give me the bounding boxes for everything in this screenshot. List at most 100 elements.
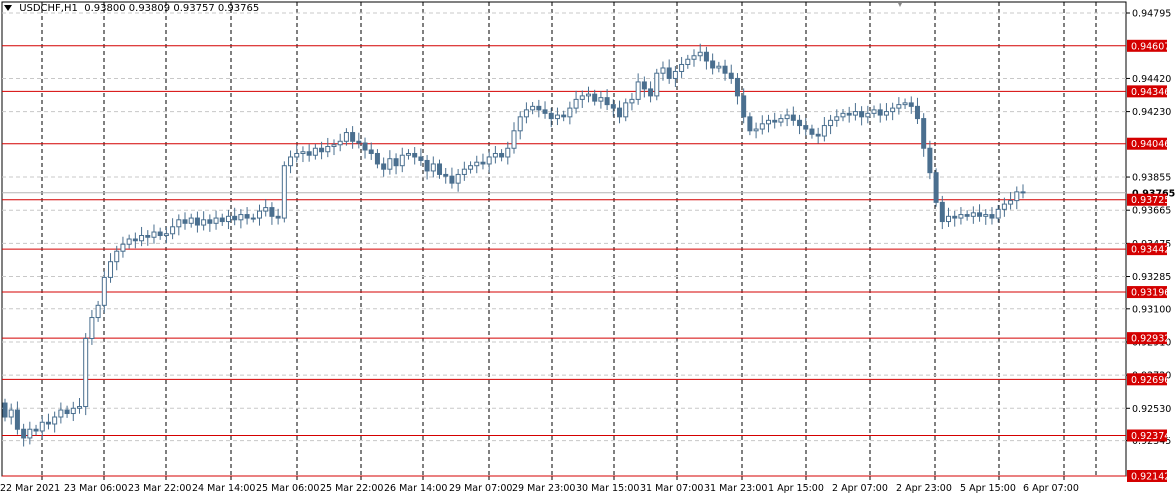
candle-body [114,250,120,263]
candle-body [219,217,225,223]
candle-body [2,402,8,418]
chart-high: 0.93809 [128,3,171,14]
candle-body [325,146,331,153]
candle-body [970,212,976,217]
candle-body [548,112,554,120]
candle-body [952,215,958,219]
candle-body [1001,203,1007,210]
candle-body [39,421,45,432]
candle-body [449,175,455,184]
chart-low: 0.93757 [173,3,215,14]
candle-body [617,107,623,118]
level-label: 0.94346 [1131,87,1170,98]
y-tick-label: 0.92345 [1132,436,1171,447]
x-tick-label: 22 Mar 2021 [0,483,60,494]
candle-body [840,112,846,118]
candle-body [393,158,399,167]
y-tick-label: 0.93855 [1132,173,1171,184]
y-tick-label: 0.94795 [1132,9,1171,20]
x-tick-label: 2 Apr 07:00 [832,483,888,494]
candle-body [381,163,387,170]
candle-body [95,304,101,319]
candle-body [399,154,405,167]
level-label: 0.92932 [1131,334,1170,345]
candle-body [902,102,908,106]
candle-body [710,60,716,69]
candle-body [244,214,250,219]
candle-body [598,97,604,102]
candle-body [989,214,995,219]
candle-body [437,163,443,175]
candle-body [697,51,703,57]
plot-frame [1,1,1127,477]
candle-body [828,119,834,127]
candle-body [946,215,952,223]
candle-body [468,165,474,170]
candle-body [269,207,275,217]
level-label: 0.92142 [1131,472,1170,483]
candle-body [151,231,157,238]
candle-body [983,214,989,217]
candle-body [45,421,51,425]
candle-body [939,201,945,223]
candle-body [145,235,151,238]
candle-body [784,114,790,120]
candle-body [1008,200,1014,205]
candle-body [933,172,939,203]
x-tick-label: 1 Apr 15:00 [768,483,824,494]
x-tick-label: 25 Mar 06:00 [256,483,319,494]
level-label-box [1127,193,1167,206]
candle-body [455,173,461,184]
y-tick-label: 0.93100 [1132,304,1171,315]
level-label: 0.92374 [1131,431,1170,442]
candle-body [101,276,107,306]
candle-body [691,55,697,60]
x-tick-label: 30 Mar 15:00 [576,483,639,494]
candle-body [294,152,300,158]
candle-body [356,140,362,144]
candle-body [1020,191,1026,194]
candle-body [170,226,176,235]
x-tick-label: 2 Apr 23:00 [896,483,952,494]
x-tick-label: 25 Mar 22:00 [320,483,383,494]
candle-body [803,125,809,130]
level-label-box [1127,470,1167,482]
candle-body [722,65,728,74]
candle-body [561,114,567,118]
candle-body [772,119,778,123]
dropdown-triangle-icon[interactable] [4,5,12,11]
candle-body [21,428,27,439]
candle-body [623,102,629,118]
candle-body [542,109,548,114]
candle-body [797,119,803,127]
candle-body [126,238,132,245]
candle-body [194,217,200,226]
candle-body [1014,191,1020,202]
y-tick-label: 0.92530 [1132,404,1171,415]
level-label-box [1127,85,1167,98]
candle-body [405,152,411,156]
level-label: 0.94607 [1131,41,1170,52]
candle-body [64,409,70,415]
x-tick-label: 23 Mar 06:00 [64,483,127,494]
candle-body [76,406,82,409]
candle-body [685,58,691,65]
level-label-box [1127,243,1167,256]
y-tick-label: 0.94230 [1132,107,1171,118]
candle-body [232,215,238,221]
candle-body [58,409,64,418]
candle-body [225,215,231,223]
candle-body [964,214,970,217]
candle-body [33,428,39,432]
candle-body [163,233,169,237]
level-label: 0.93196 [1131,288,1170,299]
candle-body [585,93,591,97]
x-tick-label: 31 Mar 07:00 [640,483,703,494]
candle-body [809,128,815,135]
candle-body [666,67,672,79]
candle-body [592,93,598,102]
y-tick-label: 0.94420 [1132,74,1171,85]
candle-body [120,243,126,252]
